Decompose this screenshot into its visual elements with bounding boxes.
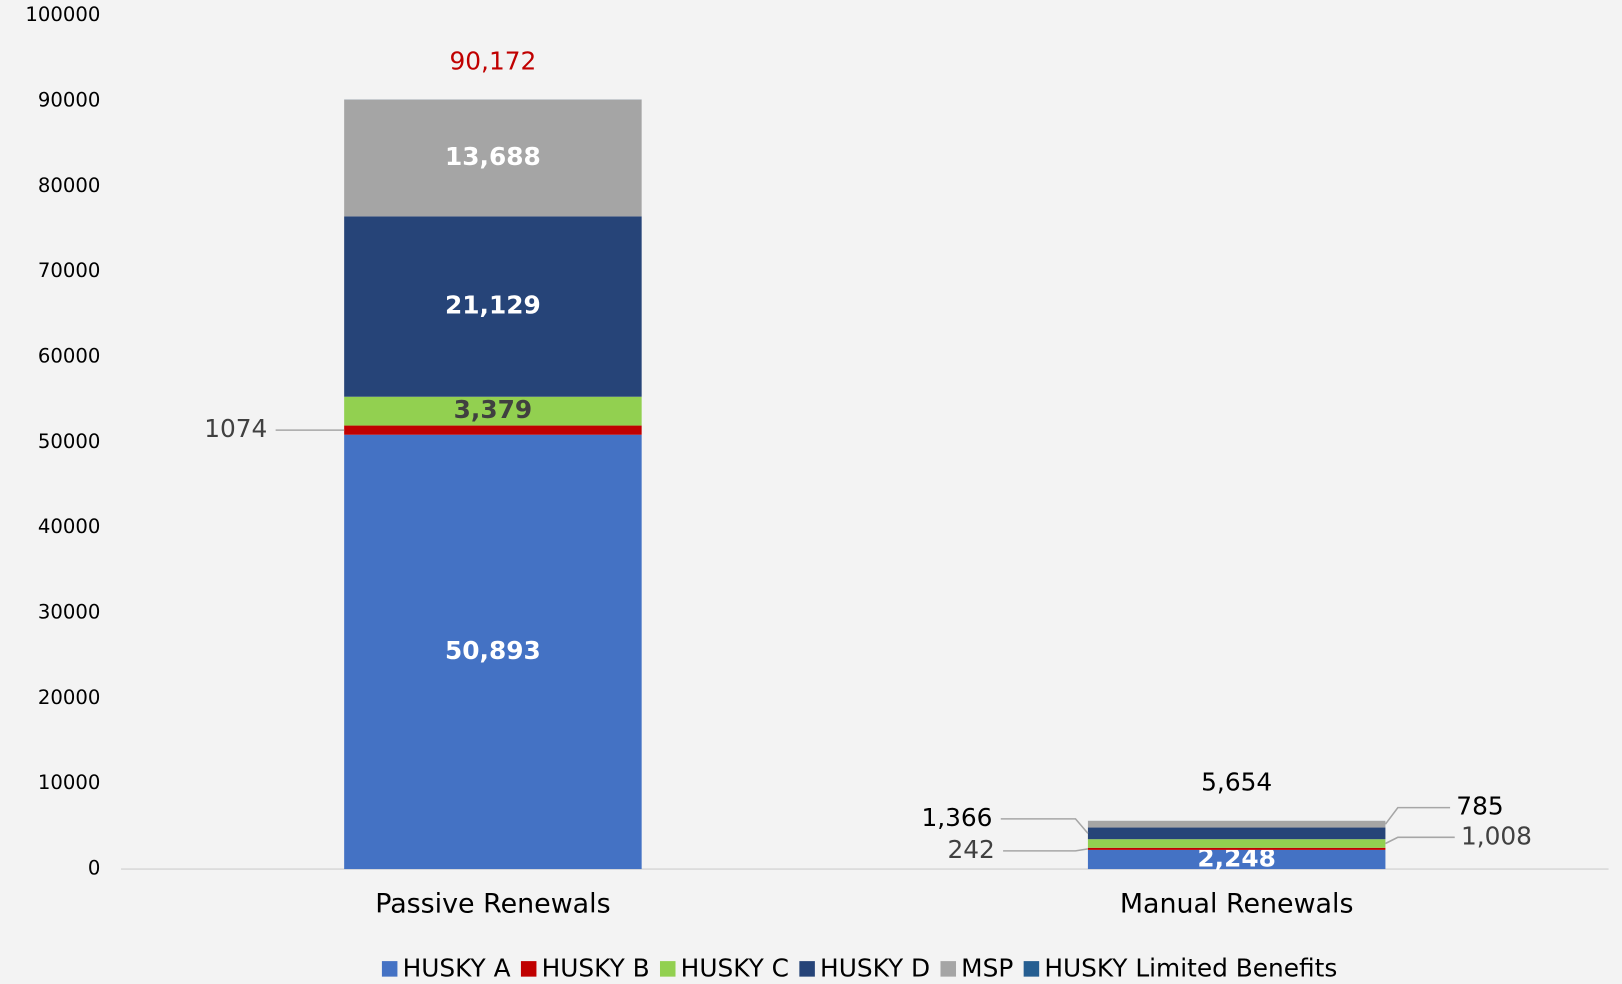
legend-label: HUSKY D bbox=[820, 953, 930, 982]
total-label: 90,172 bbox=[449, 46, 536, 75]
y-tick-label: 90000 bbox=[38, 88, 100, 111]
legend-swatch bbox=[659, 961, 676, 977]
y-tick-label: 10000 bbox=[38, 771, 100, 794]
leader-line bbox=[1385, 836, 1455, 845]
leader-line bbox=[1003, 848, 1089, 852]
bar-segment bbox=[344, 216, 642, 397]
legend-swatch bbox=[381, 961, 398, 977]
y-tick-label: 80000 bbox=[38, 174, 100, 197]
data-label: 785 bbox=[1456, 792, 1503, 821]
bar-segment bbox=[344, 396, 642, 426]
legend-label: HUSKY A bbox=[403, 953, 511, 982]
bar-segment bbox=[344, 434, 642, 870]
bar-segment bbox=[344, 99, 642, 217]
legend-label: MSP bbox=[961, 953, 1013, 982]
bar-segment bbox=[1087, 849, 1386, 870]
legend-swatch bbox=[799, 961, 815, 977]
legend-swatch bbox=[1023, 961, 1040, 977]
leader-line bbox=[1000, 818, 1089, 834]
y-tick-label: 20000 bbox=[38, 686, 100, 709]
x-tick-label: Passive Renewals bbox=[375, 889, 610, 920]
y-tick-label: 30000 bbox=[38, 601, 100, 624]
bar-segment bbox=[1087, 820, 1386, 828]
data-label: 1,008 bbox=[1461, 821, 1532, 850]
bar-segment bbox=[1087, 827, 1386, 840]
bar-segment bbox=[344, 425, 642, 435]
total-label: 5,654 bbox=[1201, 768, 1272, 797]
data-label: 1074 bbox=[204, 414, 267, 443]
x-tick-label: Manual Renewals bbox=[1120, 889, 1354, 920]
y-tick-label: 0 bbox=[88, 857, 101, 880]
data-label: 50,893 bbox=[445, 636, 541, 665]
data-label: 1,366 bbox=[921, 803, 992, 832]
bar-segment bbox=[1087, 847, 1386, 850]
y-tick-label: 100000 bbox=[25, 3, 100, 26]
legend: HUSKY A HUSKY B HUSKY C HUSKY D MSP HUSKY Lim… bbox=[381, 953, 1337, 982]
data-label: 242 bbox=[947, 835, 994, 864]
data-label: 21,129 bbox=[445, 291, 541, 320]
legend-swatch bbox=[520, 961, 537, 977]
y-tick-label: 50000 bbox=[38, 430, 100, 453]
legend-label: HUSKY Limited Benefits bbox=[1044, 953, 1337, 982]
data-label: 3,379 bbox=[454, 395, 532, 424]
y-tick-label: 70000 bbox=[38, 259, 100, 282]
legend-label: HUSKY C bbox=[681, 953, 789, 982]
legend-swatch bbox=[940, 961, 957, 977]
leader-line bbox=[1384, 806, 1451, 825]
data-label: 13,688 bbox=[445, 142, 541, 171]
bar-segment bbox=[1087, 839, 1386, 848]
y-tick-label: 60000 bbox=[38, 345, 100, 368]
y-tick-label: 40000 bbox=[38, 515, 100, 538]
legend-label: HUSKY B bbox=[542, 953, 650, 982]
